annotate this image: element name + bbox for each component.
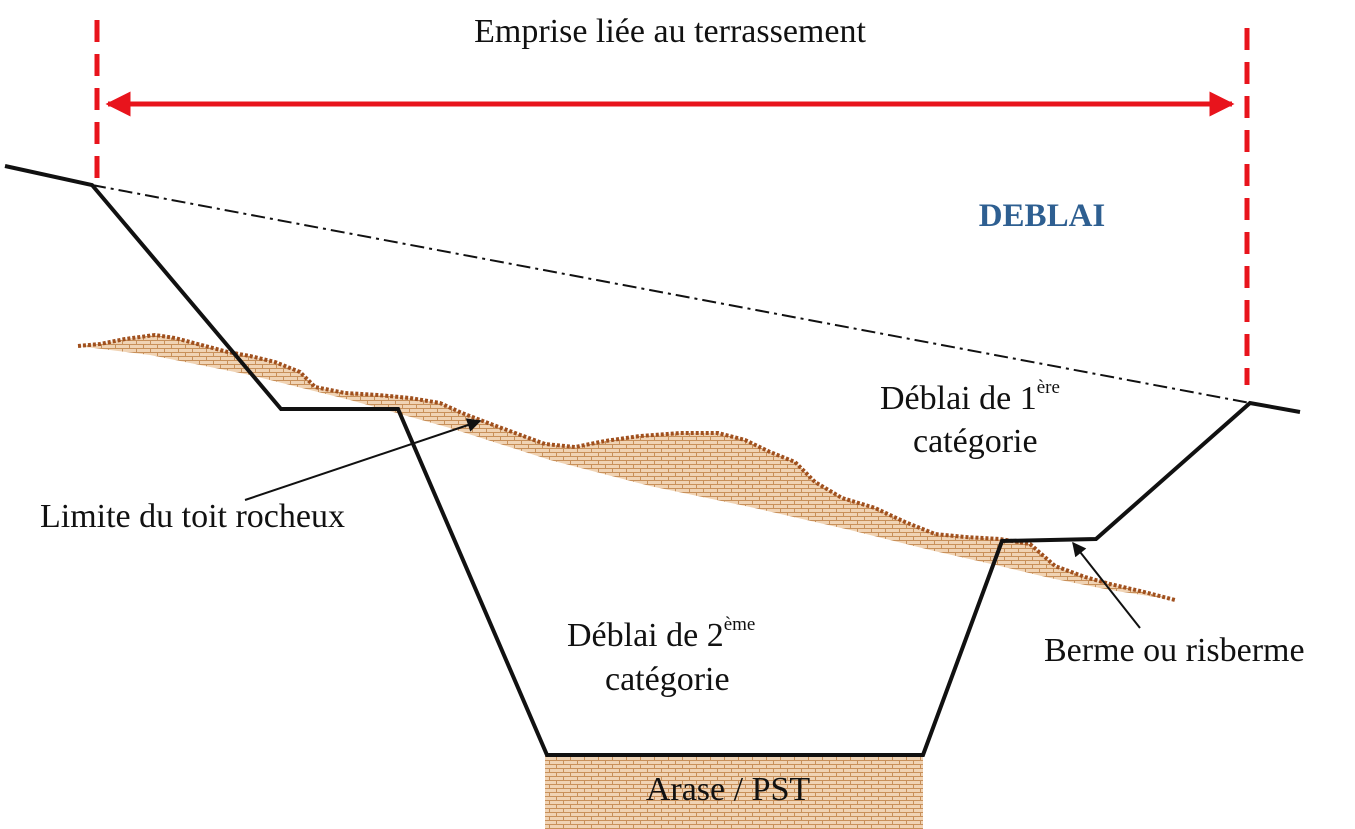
arase-pst-layer — [545, 755, 923, 829]
deblai-1-categorie: catégorie — [913, 423, 1038, 460]
limite-leader-arrow — [244, 418, 482, 501]
natural-ground-line — [91, 184, 1251, 404]
deblai-1-label: Déblai de 1ère — [880, 377, 1060, 417]
deblai-title: DEBLAI — [979, 198, 1106, 234]
rock-roof-band — [78, 335, 1175, 600]
deblai-2-categorie: catégorie — [605, 661, 730, 698]
berme-label: Berme ou risberme — [1044, 632, 1305, 669]
deblai-1-text: Déblai de 1 — [880, 380, 1037, 417]
rock-roof-limit-line — [77, 332, 1176, 602]
deblai-2-label: Déblai de 2ème — [567, 614, 755, 654]
deblai-1-superscript: ère — [1037, 377, 1060, 398]
limite-toit-rocheux-label: Limite du toit rocheux — [40, 498, 345, 535]
deblai-2-superscript: ème — [724, 614, 756, 635]
emprise-label: Emprise liée au terrassement — [474, 13, 866, 50]
cut-profile — [4, 164, 1301, 757]
deblai-2-text: Déblai de 2 — [567, 617, 724, 654]
arase-pst-label: Arase / PST — [646, 771, 811, 808]
berme-leader-arrow — [1072, 541, 1141, 629]
